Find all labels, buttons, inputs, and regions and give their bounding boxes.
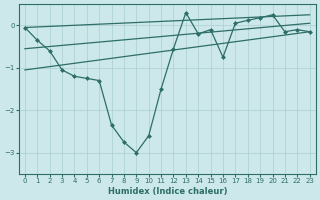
X-axis label: Humidex (Indice chaleur): Humidex (Indice chaleur) xyxy=(108,187,227,196)
